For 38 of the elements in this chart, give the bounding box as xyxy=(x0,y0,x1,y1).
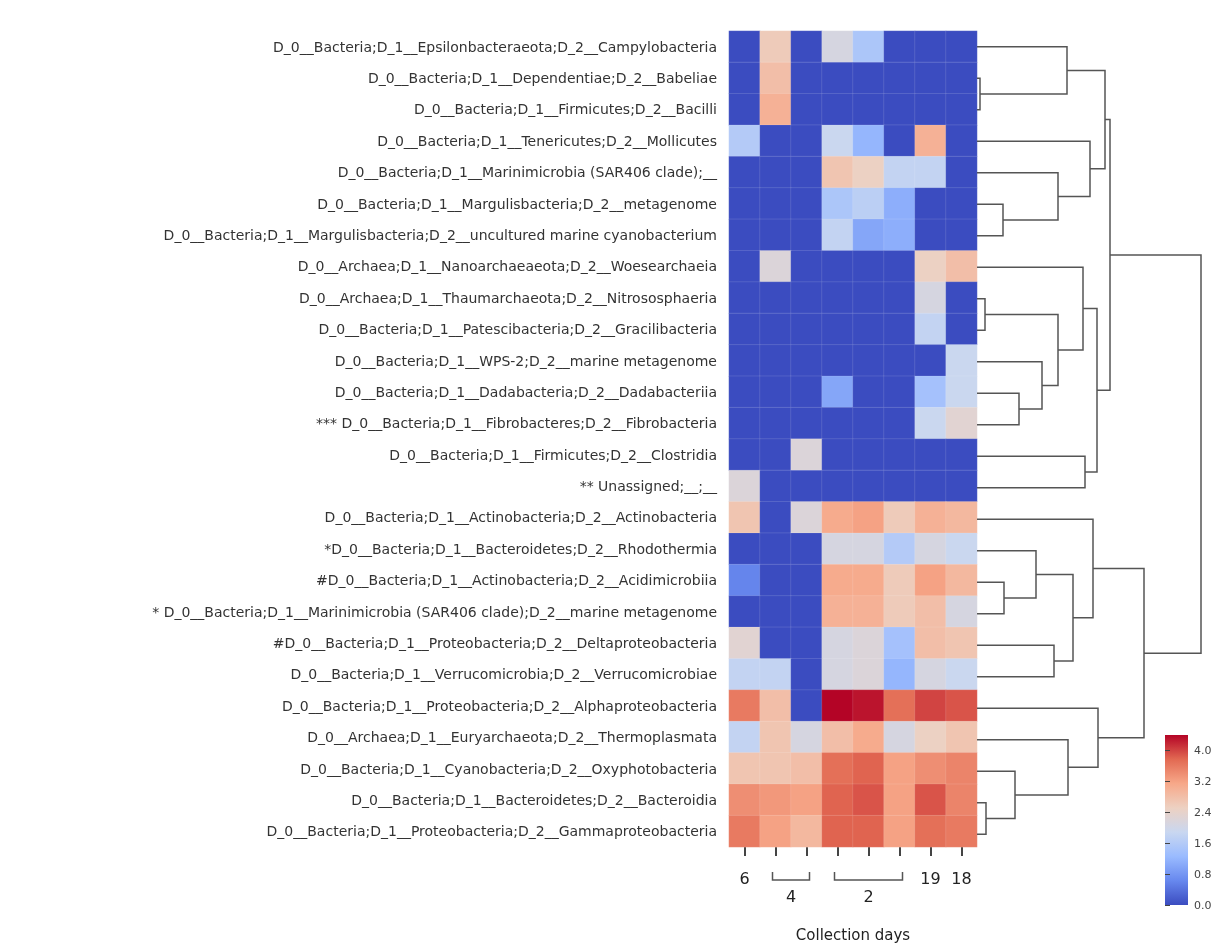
y-tick-label: * D_0__Bacteria;D_1__Marinimicrobia (SAR406 clade);D_2__marine metagenome xyxy=(152,603,717,620)
y-tick-label: D_0__Bacteria;D_1__Dependentiae;D_2__Babeliae xyxy=(367,70,717,87)
text: 4 xyxy=(785,886,797,906)
y-tick-label: D_0__Bacteria;D_1__Margulisbacteria;D_2__metagenome xyxy=(317,195,717,212)
y-tick-label: ** Unassigned;__;__ xyxy=(579,478,718,495)
x-tick-label: 6 xyxy=(739,868,750,888)
y-tick-label: *D_0__Bacteria;D_1__Bacteroidetes;D_2__Rhodothermia xyxy=(324,540,717,557)
x-axis-title: Collection days xyxy=(795,925,911,944)
y-tick-label: D_0__Bacteria;D_1__Dadabacteria;D_2__Dadabacteriia xyxy=(334,383,717,400)
y-tick-label: D_0__Bacteria;D_1__Margulisbacteria;D_2__uncultured marine cyanobacterium xyxy=(163,227,717,243)
y-tick-label: D_0__Bacteria;D_1__Verrucomicrobia;D_2__Verrucomicrobiae xyxy=(290,666,717,683)
y-tick-label: #D_0__Bacteria;D_1__Actinobacteria;D_2__Acidimicrobiia xyxy=(316,572,717,589)
y-tick-label: D_0__Bacteria;D_1__WPS-2;D_2__marine metagenome xyxy=(334,352,717,369)
y-tick-label: D_0__Bacteria;D_1__Patescibacteria;D_2__Gracilibacteria xyxy=(318,321,717,338)
text: 2 xyxy=(863,886,874,906)
x-tick-label: 19 xyxy=(920,868,941,888)
y-tick-label: D_0__Bacteria;D_1__Proteobacteria;D_2__Alphaproteobacteria xyxy=(282,697,717,714)
y-tick-label: D_0__Bacteria;D_1__Bacteroidetes;D_2__Bacteroidia xyxy=(351,791,717,808)
y-tick-label: D_0__Archaea;D_1__Nanoarchaeaeota;D_2__Woesearchaeia xyxy=(297,258,717,275)
y-tick-label: D_0__Bacteria;D_1__Firmicutes;D_2__Bacilli xyxy=(413,101,717,118)
x-tick-label: 18 xyxy=(951,868,972,888)
y-tick-label: D_0__Bacteria;D_1__Tenericutes;D_2__Mollicutes xyxy=(377,132,717,149)
y-tick-label: D_0__Bacteria;D_1__Firmicutes;D_2__Clostridia xyxy=(389,446,717,463)
y-tick-label: D_0__Bacteria;D_1__Epsilonbacteraeota;D_2__Campylobacteria xyxy=(273,38,717,55)
y-tick-label: D_0__Bacteria;D_1__Proteobacteria;D_2__Gammaproteobacteria xyxy=(266,823,717,840)
y-tick-label: D_0__Bacteria;D_1__Cyanobacteria;D_2__Oxyphotobacteria xyxy=(300,760,717,777)
color-bar-label: 1.6 xyxy=(1194,836,1212,850)
color-bar-label: 3.2 xyxy=(1194,774,1212,788)
y-tick-label: D_0__Bacteria;D_1__Actinobacteria;D_2__Actinobacteria xyxy=(324,509,717,526)
y-tick-label: D_0__Archaea;D_1__Euryarchaeota;D_2__Thermoplasmata xyxy=(307,729,717,746)
color-bar-label: 0.8 xyxy=(1194,867,1212,881)
color-bar-label: 2.4 xyxy=(1194,805,1212,819)
y-tick-label: #D_0__Bacteria;D_1__Proteobacteria;D_2__Deltaproteobacteria xyxy=(272,635,717,651)
y-tick-label: D_0__Archaea;D_1__Thaumarchaeota;D_2__Nitrososphaeria xyxy=(299,289,717,306)
y-tick-label: D_0__Bacteria;D_1__Marinimicrobia (SAR406 clade);__ xyxy=(337,164,718,181)
y-tick-label: *** D_0__Bacteria;D_1__Fibrobacteres;D_2__Fibrobacteria xyxy=(316,415,717,432)
color-bar-label: 4.0 xyxy=(1194,743,1212,757)
color-bar-label: 0.0 xyxy=(1194,898,1212,912)
